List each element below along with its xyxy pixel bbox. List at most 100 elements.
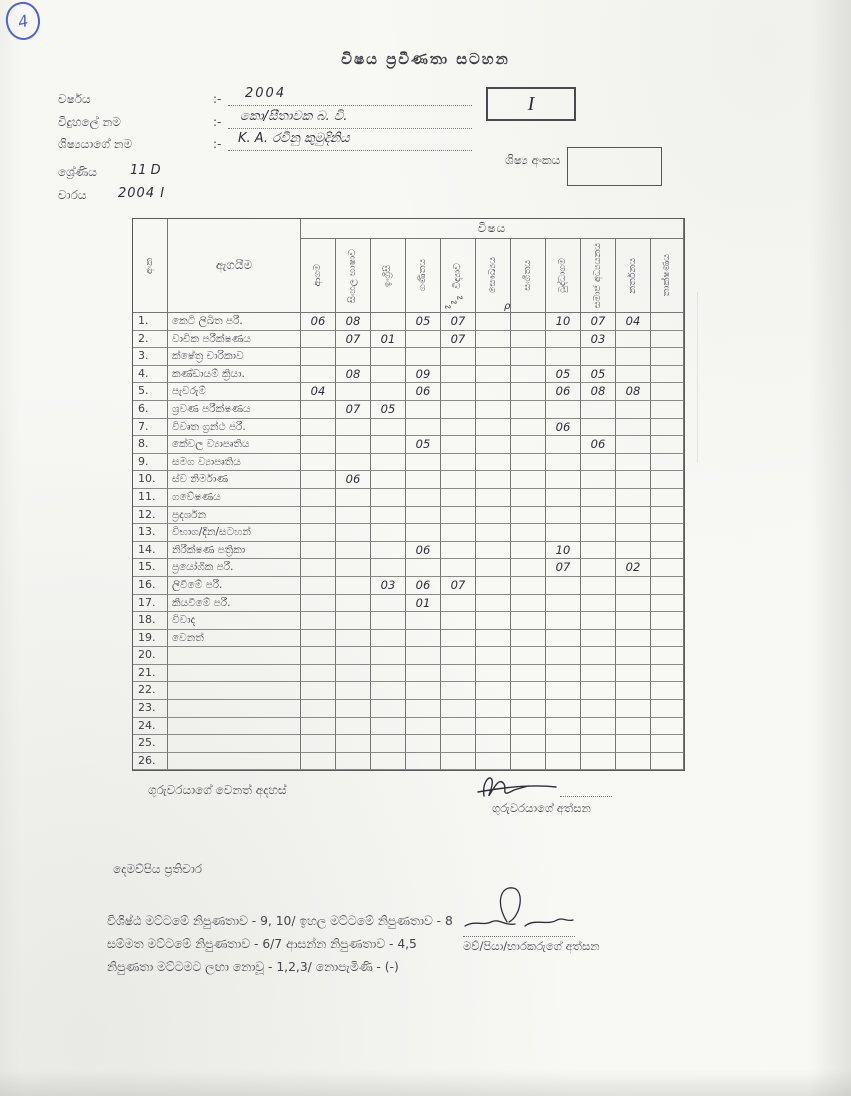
col-header-subject-8: බුද්ධාගම bbox=[546, 239, 581, 313]
empty-mark-cell bbox=[476, 594, 511, 613]
empty-mark-cell bbox=[581, 559, 616, 577]
row-label bbox=[168, 752, 301, 771]
row-number: 6. bbox=[133, 400, 168, 419]
empty-mark-cell bbox=[371, 524, 406, 542]
empty-mark-cell bbox=[301, 436, 336, 454]
empty-mark-cell bbox=[336, 559, 371, 577]
empty-mark-cell bbox=[581, 752, 616, 771]
empty-mark-cell bbox=[616, 664, 651, 683]
row-label: ප්‍රයෝගික පරී. bbox=[168, 559, 301, 577]
empty-mark-cell bbox=[371, 664, 406, 683]
mark-cell: 06 bbox=[406, 576, 441, 595]
row-number: 25. bbox=[133, 735, 168, 753]
row-number: 12. bbox=[133, 506, 168, 525]
empty-mark-cell bbox=[406, 488, 441, 507]
row-label: කේවල ව්‍යාපෘතිය bbox=[168, 436, 301, 454]
row-label: විවෘත ග්‍රන්ථ පරී. bbox=[168, 418, 301, 437]
mark-cell: 10 bbox=[546, 541, 581, 560]
subject-header-text: ඉංග්‍රීසි bbox=[382, 264, 394, 287]
empty-mark-cell bbox=[511, 453, 546, 472]
mark-cell: 05 bbox=[581, 365, 616, 384]
empty-mark-cell bbox=[651, 752, 684, 771]
empty-mark-cell bbox=[546, 400, 581, 419]
empty-mark-cell bbox=[406, 735, 441, 753]
empty-mark-cell bbox=[476, 400, 511, 419]
empty-mark-cell bbox=[511, 524, 546, 542]
subject-header-text: නර්තනය bbox=[627, 257, 639, 294]
mark-cell: 06 bbox=[581, 436, 616, 454]
empty-mark-cell bbox=[301, 471, 336, 489]
empty-mark-cell bbox=[371, 629, 406, 648]
empty-mark-cell bbox=[511, 436, 546, 454]
scan-artifact-line bbox=[697, 292, 698, 462]
empty-mark-cell bbox=[511, 383, 546, 401]
empty-mark-cell bbox=[616, 717, 651, 736]
empty-mark-cell bbox=[651, 664, 684, 683]
row-number: 1. bbox=[133, 313, 168, 331]
empty-mark-cell bbox=[406, 700, 441, 718]
mark-cell: 08 bbox=[336, 365, 371, 384]
row-number: 16. bbox=[133, 576, 168, 595]
empty-mark-cell bbox=[476, 735, 511, 753]
term-number-box: I bbox=[486, 87, 576, 121]
empty-mark-cell bbox=[336, 752, 371, 771]
grade-label: ශ්‍රේණිය bbox=[58, 165, 97, 179]
parent-signature-dots bbox=[463, 934, 575, 937]
empty-mark-cell bbox=[476, 647, 511, 665]
empty-mark-cell bbox=[581, 682, 616, 701]
empty-mark-cell bbox=[616, 735, 651, 753]
mark-cell: 01 bbox=[406, 594, 441, 613]
empty-mark-cell bbox=[651, 594, 684, 613]
empty-mark-cell bbox=[476, 682, 511, 701]
empty-mark-cell bbox=[371, 752, 406, 771]
col-header-subject-11: තාක්ෂණය bbox=[651, 239, 684, 313]
empty-mark-cell bbox=[651, 612, 684, 630]
empty-mark-cell bbox=[301, 664, 336, 683]
year-value: 2004 bbox=[245, 86, 287, 101]
row-number: 23. bbox=[133, 700, 168, 718]
empty-mark-cell bbox=[301, 453, 336, 472]
row-label bbox=[168, 647, 301, 665]
empty-mark-cell bbox=[581, 400, 616, 419]
row-number: 5. bbox=[133, 383, 168, 401]
empty-mark-cell bbox=[511, 594, 546, 613]
term-value: 2004 I bbox=[118, 186, 166, 201]
row-number: 20. bbox=[133, 647, 168, 665]
mark-cell: 06 bbox=[301, 313, 336, 331]
row-number: 2. bbox=[133, 330, 168, 349]
empty-mark-cell bbox=[336, 383, 371, 401]
empty-mark-cell bbox=[511, 488, 546, 507]
empty-mark-cell bbox=[406, 453, 441, 472]
row-number: 10. bbox=[133, 471, 168, 489]
empty-mark-cell bbox=[441, 400, 476, 419]
empty-mark-cell bbox=[616, 682, 651, 701]
empty-mark-cell bbox=[406, 471, 441, 489]
empty-mark-cell bbox=[476, 752, 511, 771]
empty-mark-cell bbox=[476, 383, 511, 401]
subject-header-text: බුද්ධාගම bbox=[557, 258, 569, 293]
empty-mark-cell bbox=[511, 365, 546, 384]
empty-mark-cell bbox=[371, 700, 406, 718]
empty-mark-cell bbox=[616, 612, 651, 630]
empty-mark-cell bbox=[301, 594, 336, 613]
empty-mark-cell bbox=[336, 436, 371, 454]
school-separator: :- bbox=[213, 115, 222, 129]
empty-mark-cell bbox=[616, 348, 651, 366]
empty-mark-cell bbox=[406, 647, 441, 665]
row-label: පැවරුම් bbox=[168, 383, 301, 401]
empty-mark-cell bbox=[336, 541, 371, 560]
empty-mark-cell bbox=[581, 629, 616, 648]
empty-mark-cell bbox=[441, 524, 476, 542]
empty-mark-cell bbox=[651, 330, 684, 349]
empty-mark-cell bbox=[581, 471, 616, 489]
empty-mark-cell bbox=[336, 506, 371, 525]
empty-mark-cell bbox=[651, 700, 684, 718]
mark-cell: 07 bbox=[546, 559, 581, 577]
empty-mark-cell bbox=[616, 700, 651, 718]
row-number: 8. bbox=[133, 436, 168, 454]
empty-mark-cell bbox=[441, 506, 476, 525]
row-label: විවාද bbox=[168, 612, 301, 630]
empty-mark-cell bbox=[336, 682, 371, 701]
empty-mark-cell bbox=[301, 348, 336, 366]
